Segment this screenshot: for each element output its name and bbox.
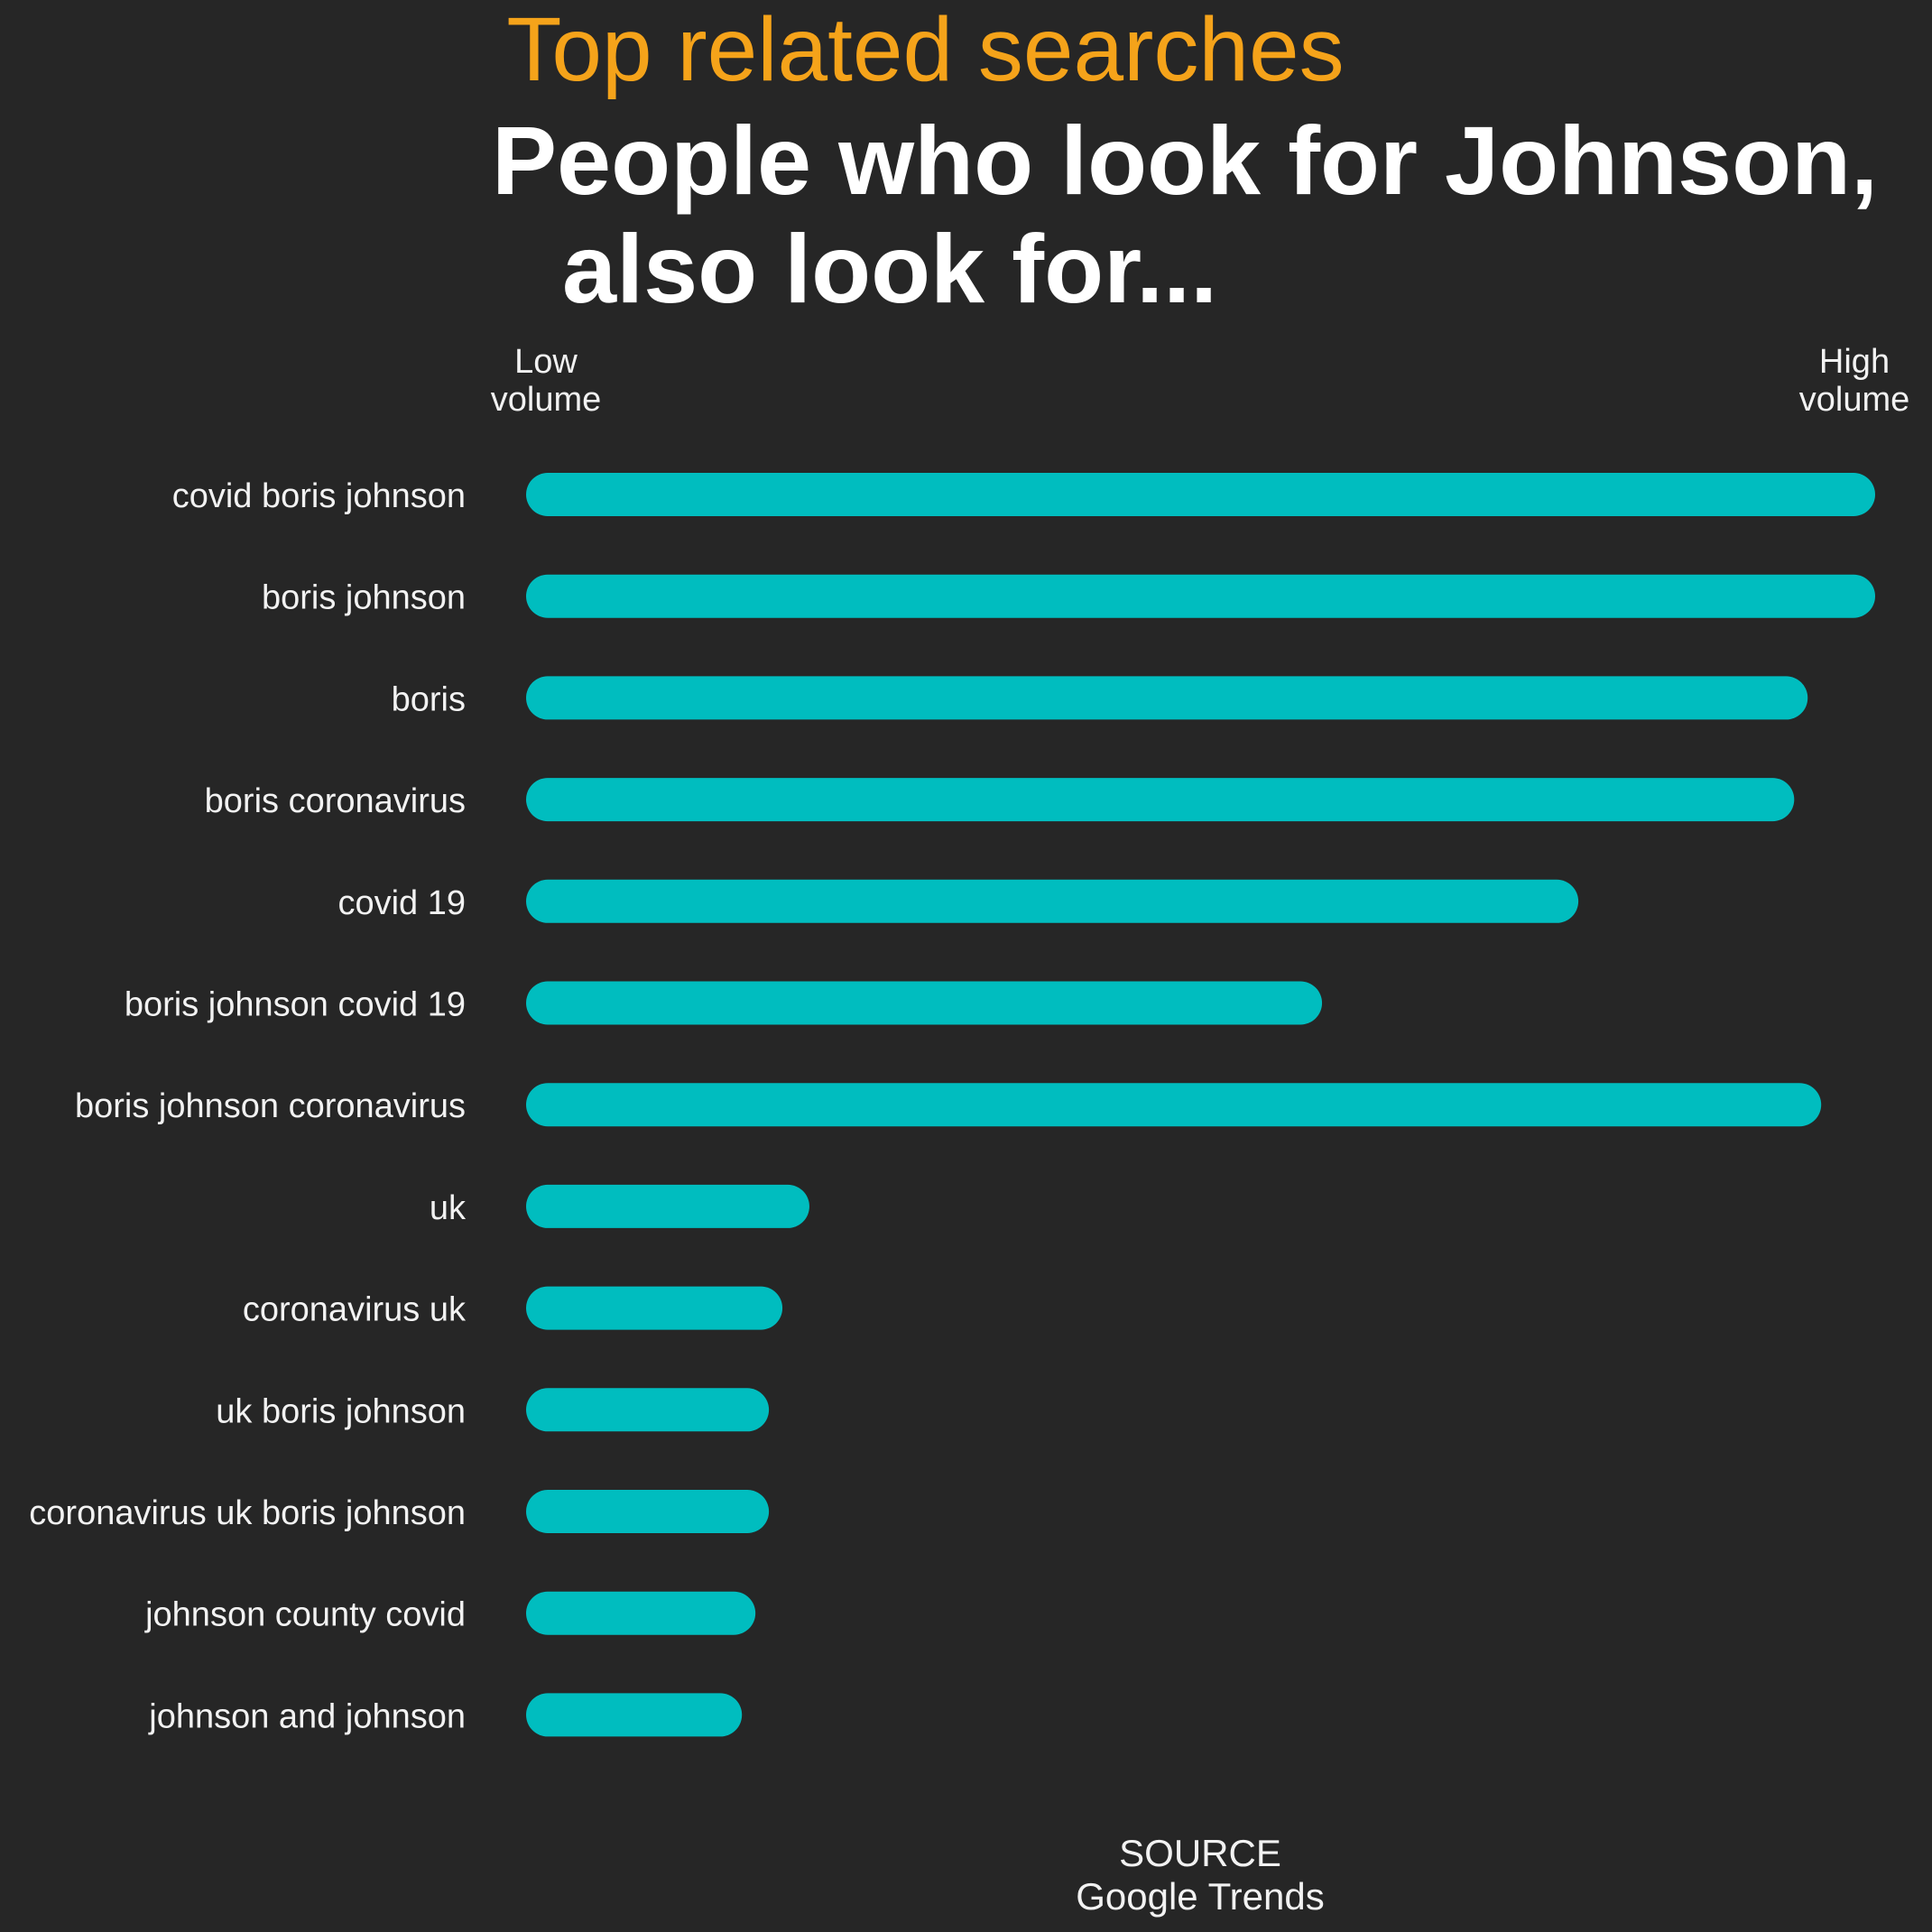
- category-label: coronavirus uk: [243, 1291, 467, 1329]
- bar: [526, 1083, 1822, 1127]
- category-label: boris: [392, 680, 466, 718]
- headline: People who look for Johnson, also look f…: [492, 106, 1900, 323]
- bar: [526, 778, 1795, 822]
- bar: [526, 1693, 743, 1737]
- bar: [526, 1184, 809, 1228]
- bar: [526, 981, 1323, 1025]
- kicker-text: Top related searches: [506, 0, 1345, 100]
- category-label: uk: [430, 1189, 467, 1227]
- scale-low-line-1: Low: [514, 343, 578, 381]
- scale-high-line-1: High: [1818, 343, 1890, 381]
- category-label: boris johnson covid 19: [125, 986, 466, 1024]
- category-label: johnson county covid: [144, 1596, 466, 1634]
- bar: [526, 1591, 756, 1635]
- source-label: SOURCE: [1119, 1832, 1281, 1874]
- category-label: boris johnson: [262, 579, 466, 617]
- source-name: Google Trends: [1076, 1875, 1325, 1918]
- kicker-title: Top related searches: [0, 0, 1932, 99]
- bar: [526, 1286, 783, 1330]
- bar: [526, 473, 1875, 516]
- scale-high-label: High volume: [1782, 343, 1927, 419]
- scale-high-line-2: volume: [1798, 381, 1910, 419]
- category-label: johnson and johnson: [148, 1697, 466, 1735]
- category-label: boris coronavirus: [205, 782, 466, 820]
- category-label: coronavirus uk boris johnson: [29, 1494, 466, 1532]
- bar-chart: covid boris johnson boris johnson boris bor…: [29, 473, 1875, 1737]
- bar: [526, 574, 1875, 618]
- category-label: covid boris johnson: [172, 477, 466, 515]
- bar: [526, 1388, 770, 1432]
- bar: [526, 676, 1808, 720]
- scale-low-line-2: volume: [490, 381, 602, 419]
- headline-line-1: People who look for Johnson,: [492, 106, 1879, 215]
- bar: [526, 1490, 770, 1533]
- category-label: covid 19: [337, 884, 466, 922]
- headline-line-2: also look for...: [562, 214, 1218, 323]
- bar: [526, 879, 1579, 923]
- scale-low-label: Low volume: [478, 343, 614, 419]
- source-note: SOURCE Google Trends: [1020, 1832, 1381, 1918]
- category-label: boris johnson coronavirus: [75, 1087, 466, 1125]
- category-label: uk boris johnson: [216, 1392, 466, 1430]
